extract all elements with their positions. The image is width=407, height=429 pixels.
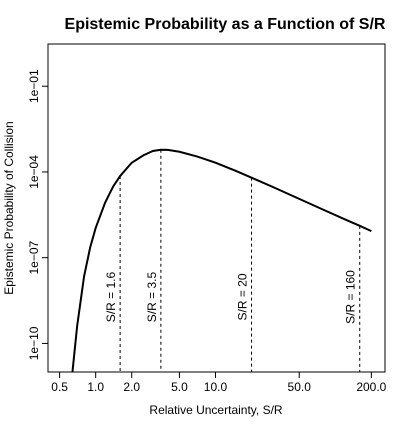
x-tick-label: 0.5: [51, 380, 68, 394]
x-axis-label: Relative Uncertainty, S/R: [149, 403, 282, 417]
plot-frame: [47, 43, 386, 373]
x-tick-label: 1.0: [87, 380, 104, 394]
annotation-group: S/R = 1.6 S/R = 3.5 S/R = 20 S/R = 160: [104, 149, 361, 372]
y-tick-label: 1e−01: [27, 69, 41, 103]
annotation-label: S/R = 1.6: [104, 272, 118, 323]
x-tick-label: 5.0: [171, 380, 188, 394]
x-tick-label: 200.0: [356, 380, 386, 394]
y-tick-label: 1e−07: [27, 241, 41, 275]
y-tick-label: 1e−04: [27, 155, 41, 189]
x-tick-label: 2.0: [123, 380, 140, 394]
y-axis: 1e−10 1e−07 1e−04 1e−01: [27, 69, 48, 360]
annotation-label: S/R = 20: [236, 273, 250, 320]
annotation-label: S/R = 160: [344, 270, 358, 324]
annotation-label: S/R = 3.5: [145, 272, 159, 323]
x-axis: 0.5 1.0 2.0 5.0 10.0 50.0 200.0: [51, 372, 387, 394]
chart-title: Epistemic Probability as a Function of S…: [65, 16, 386, 33]
x-tick-label: 50.0: [288, 380, 312, 394]
y-tick-label: 1e−10: [27, 326, 41, 360]
y-axis-label: Epistemic Probability of Collision: [2, 121, 16, 294]
x-tick-label: 10.0: [204, 380, 228, 394]
probability-curve: [71, 148, 372, 373]
